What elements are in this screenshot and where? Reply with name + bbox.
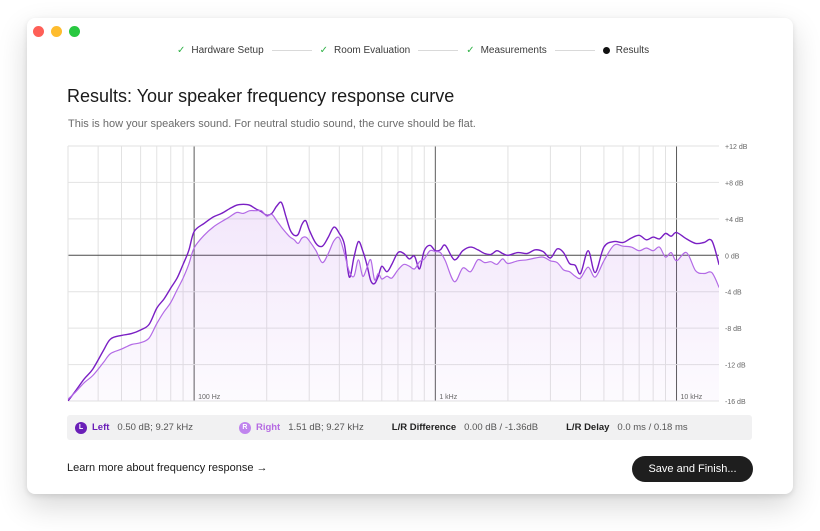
right-channel-area: [68, 210, 719, 401]
lr-difference-value: 0.00 dB / -1.36dB: [464, 422, 539, 433]
step-connector: [418, 49, 459, 51]
x-tick-label: 100 Hz: [198, 394, 221, 401]
right-channel-stat[interactable]: R Right 1.51 dB; 9.27 kHz: [238, 421, 364, 434]
step-connector: [554, 49, 595, 51]
right-channel-curve: [68, 209, 719, 400]
x-tick-label: 10 kHz: [681, 394, 703, 401]
y-tick-label: -12 dB: [725, 363, 746, 370]
step-connector: [271, 49, 312, 51]
measurement-stats-bar: L Left 0.50 dB; 9.27 kHz R Right 1.51 dB…: [67, 415, 752, 440]
lr-delay-value: 0.0 ms / 0.18 ms: [617, 422, 688, 433]
app-window: ✓ Hardware Setup ✓ Room Evaluation ✓ Mea…: [27, 18, 793, 494]
right-channel-label: Right: [255, 422, 281, 433]
right-channel-badge: R: [238, 421, 251, 434]
left-channel-curve: [68, 201, 719, 401]
step-label: Room Evaluation: [334, 44, 411, 56]
x-tick-label: 1 kHz: [439, 394, 457, 401]
y-tick-label: +12 dB: [725, 144, 748, 151]
y-tick-label: -8 dB: [725, 326, 742, 333]
progress-stepper: ✓ Hardware Setup ✓ Room Evaluation ✓ Mea…: [177, 43, 649, 57]
zoom-window-button[interactable]: [69, 26, 80, 37]
lr-delay-label: L/R Delay: [566, 422, 610, 433]
frequency-response-chart[interactable]: +12 dB +8 dB +4 dB 0 dB -4 dB -8 dB -12 dB -16 …: [27, 18, 793, 494]
y-tick-label: +8 dB: [725, 180, 744, 187]
learn-more-link[interactable]: Learn more about frequency response →: [67, 462, 268, 474]
left-channel-badge: L: [75, 421, 87, 434]
left-channel-label: Left: [92, 422, 110, 433]
step-room-evaluation[interactable]: ✓ Room Evaluation: [320, 45, 411, 56]
page-subtitle: This is how your speakers sound. For neu…: [68, 118, 476, 130]
step-results[interactable]: Results: [602, 44, 650, 56]
left-channel-value: 0.50 dB; 9.27 kHz: [117, 422, 193, 433]
lr-difference-label: L/R Difference: [391, 422, 457, 433]
y-tick-label: -4 dB: [725, 290, 742, 297]
window-controls: [33, 26, 80, 37]
step-label: Results: [615, 44, 650, 56]
lr-difference-stat: L/R Difference 0.00 dB / -1.36dB: [392, 422, 538, 433]
step-label: Measurements: [480, 44, 547, 56]
save-and-finish-button[interactable]: Save and Finish...: [632, 456, 753, 482]
current-step-dot-icon: [602, 46, 610, 54]
page-title: Results: Your speaker frequency response…: [67, 86, 455, 106]
step-label: Hardware Setup: [191, 44, 264, 56]
checkmark-icon: ✓: [466, 44, 475, 56]
checkmark-icon: ✓: [177, 44, 186, 56]
step-measurements[interactable]: ✓ Measurements: [466, 45, 547, 56]
left-channel-stat[interactable]: L Left 0.50 dB; 9.27 kHz: [75, 421, 193, 434]
y-tick-label: 0 dB: [725, 253, 740, 260]
lr-delay-stat: L/R Delay 0.0 ms / 0.18 ms: [566, 422, 688, 433]
y-tick-label: -16 dB: [725, 399, 746, 406]
y-tick-label: +4 dB: [725, 217, 744, 224]
right-channel-value: 1.51 dB; 9.27 kHz: [288, 422, 364, 433]
step-hardware-setup[interactable]: ✓ Hardware Setup: [177, 45, 264, 56]
close-window-button[interactable]: [33, 26, 44, 37]
minimize-window-button[interactable]: [51, 26, 62, 37]
checkmark-icon: ✓: [319, 44, 329, 56]
